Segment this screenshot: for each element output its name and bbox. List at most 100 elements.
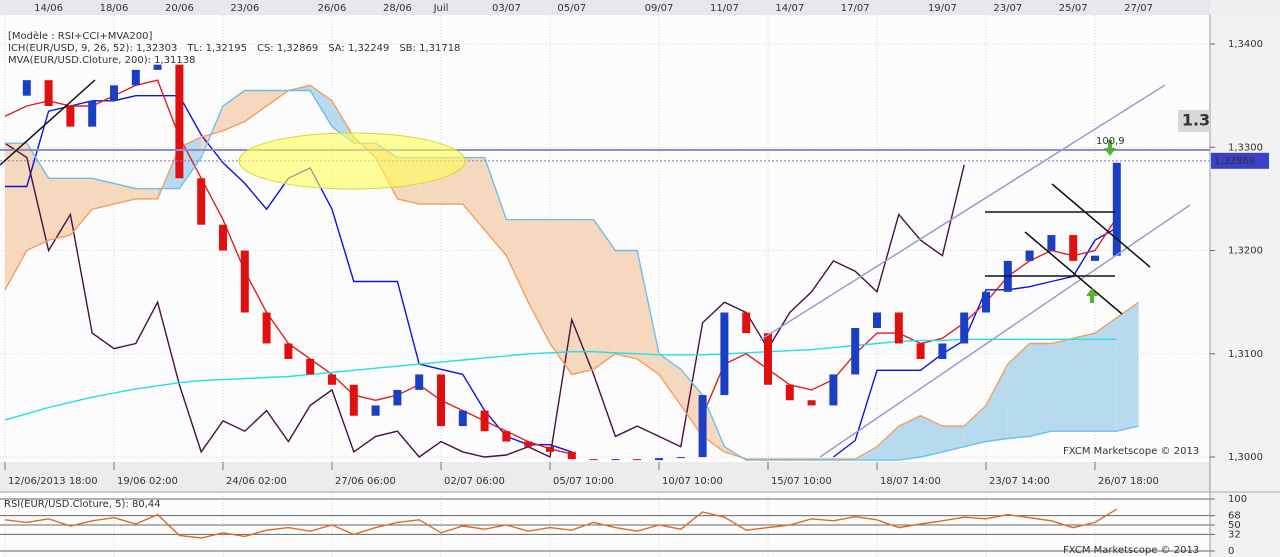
watermark: FXCM Marketscope © 2013 — [1063, 545, 1199, 556]
channel-line — [759, 84, 1166, 341]
rsi-title: RSI(EUR/USD.Cloture, 5): 80,44 — [4, 499, 161, 510]
candle — [1091, 255, 1099, 261]
top-date-label: 18/06 — [100, 3, 129, 14]
cloud-segment — [70, 178, 93, 236]
candle — [393, 389, 402, 406]
cloud-segment — [920, 415, 943, 458]
candle — [88, 100, 97, 127]
candle — [742, 312, 751, 334]
y-tick-label: 68 — [1228, 511, 1241, 522]
legend-entry: CS: 1,32869 — [257, 43, 318, 54]
drawings — [0, 79, 1210, 458]
candle — [567, 451, 576, 460]
x-tick-label: 27/06 06:00 — [335, 476, 396, 487]
x-tick-label: 02/07 06:00 — [444, 476, 505, 487]
y-tick-label: 0 — [1228, 546, 1234, 557]
watermark: FXCM Marketscope © 2013 — [1063, 446, 1199, 457]
x-tick-label: 05/07 10:00 — [553, 476, 614, 487]
candle — [44, 80, 53, 106]
top-date-label: 09/07 — [645, 3, 674, 14]
candle — [655, 458, 663, 461]
top-date-label: 17/07 — [841, 3, 870, 14]
legend-entry: SA: 1,32249 — [328, 43, 389, 54]
cloud-segment — [462, 157, 485, 230]
candle — [110, 85, 118, 101]
candle — [371, 405, 380, 416]
y-tick-label: 32 — [1228, 529, 1241, 540]
candle — [829, 374, 838, 406]
series-line — [4, 338, 1117, 421]
x-tick-label: 26/07 18:00 — [1098, 476, 1159, 487]
legend-entry: SB: 1,31718 — [399, 43, 460, 54]
candle — [894, 312, 903, 344]
candle — [131, 69, 140, 86]
candle — [807, 400, 816, 406]
cloud-segment — [244, 90, 267, 122]
trend-line — [1051, 183, 1151, 268]
cloud-segment — [506, 219, 529, 303]
candle — [851, 327, 860, 375]
cloud-segment — [964, 405, 986, 447]
cloud-segment — [571, 219, 594, 375]
cloud-segment — [48, 178, 71, 241]
candle — [22, 80, 31, 96]
y-tick-label: 1,3300 — [1228, 142, 1263, 153]
cloud-segment — [680, 369, 703, 437]
y-tick-label: 1,3000 — [1228, 452, 1263, 463]
x-tick-label: 19/06 02:00 — [117, 476, 178, 487]
cloud-segment — [1029, 343, 1052, 437]
y-tick-label: 1,3200 — [1228, 246, 1263, 257]
candle — [785, 384, 794, 401]
top-date-label: 19/07 — [928, 3, 957, 14]
candle — [698, 395, 707, 458]
candle — [764, 333, 772, 385]
top-date-label: 03/07 — [492, 3, 521, 14]
cloud-segment — [593, 219, 616, 370]
candle — [240, 250, 249, 313]
candle — [197, 178, 206, 225]
y-tick-label: 1,3400 — [1228, 39, 1263, 50]
series-line — [4, 142, 965, 459]
x-tick-label: 23/07 14:00 — [989, 476, 1050, 487]
rsi-layer — [4, 508, 1118, 539]
price-box — [1211, 152, 1269, 169]
candle — [938, 343, 947, 359]
cloud-segment — [135, 188, 158, 199]
top-date-label: 23/07 — [993, 3, 1022, 14]
candle — [1112, 162, 1121, 256]
x-tick-label: 15/07 10:00 — [771, 476, 832, 487]
candle — [437, 374, 445, 427]
candle — [873, 312, 881, 328]
channel-line — [819, 204, 1191, 458]
candle — [306, 358, 315, 375]
cloud-segment — [637, 250, 659, 375]
top-date-label: 28/06 — [383, 3, 412, 14]
x-tick-label: 12/06/2013 18:00 — [8, 476, 98, 487]
cloud-segment — [898, 415, 921, 461]
cloud-segment — [484, 157, 507, 256]
candle — [175, 64, 184, 179]
candle — [458, 410, 467, 427]
legend-entry: MVA(EUR/USD.Cloture, 200): 1,31138 — [8, 55, 196, 66]
zoom-box — [1178, 110, 1210, 132]
candle — [611, 459, 620, 461]
y-tick-label: 1,3100 — [1228, 349, 1263, 360]
legend-entry: TL: 1,32195 — [186, 43, 247, 54]
cloud-segment — [615, 250, 638, 359]
candle — [546, 446, 554, 452]
x-tick-label: 10/07 10:00 — [662, 476, 723, 487]
cloud-segment — [550, 219, 572, 375]
cloud-segment — [223, 90, 245, 131]
price-label: 1,32869 — [1214, 156, 1255, 167]
top-date-label: 25/07 — [1059, 3, 1088, 14]
top-date-label: 14/06 — [34, 3, 63, 14]
series-line — [4, 84, 1140, 460]
template-label: [Modèle : RSI+CCI+MVA200] — [8, 30, 152, 42]
top-date-label: Juil — [433, 3, 449, 14]
series-line — [5, 89, 1139, 461]
arrow-up — [1086, 288, 1098, 303]
cloud-segment — [114, 183, 136, 205]
cloud-segment — [5, 143, 27, 290]
highlight-ellipse — [238, 132, 466, 190]
annotation: 100,9 — [1096, 136, 1125, 147]
